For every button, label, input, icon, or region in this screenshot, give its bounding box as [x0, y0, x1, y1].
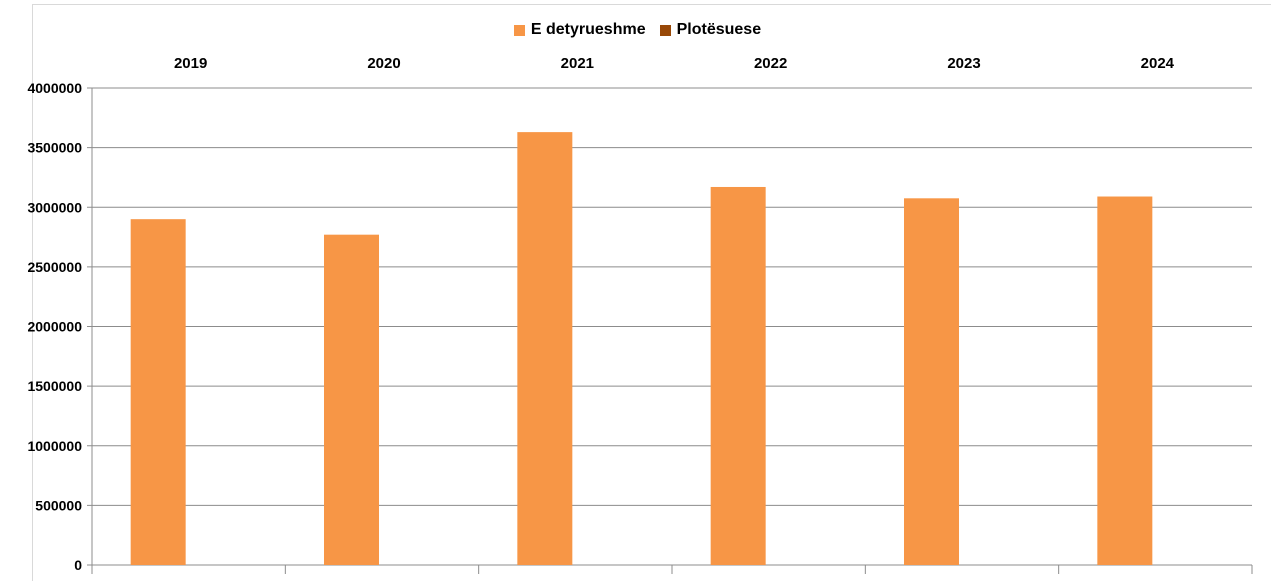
y-tick-label-1: 500000: [35, 497, 82, 513]
bar-2019-series-0: [130, 219, 186, 566]
legend-label-0: E detyrueshme: [530, 21, 646, 38]
legend-swatch-0: [513, 24, 525, 36]
bar-2020-series-0: [324, 234, 379, 566]
category-label-3: 2022: [754, 55, 787, 72]
y-tick-label-5: 2500000: [27, 259, 82, 275]
y-tick-label-4: 2000000: [27, 319, 82, 335]
bar-2021-series-0: [517, 132, 573, 565]
category-label-5: 2024: [1141, 55, 1175, 72]
category-label-1: 2020: [367, 55, 400, 72]
y-tick-label-7: 3500000: [27, 140, 82, 156]
legend-swatch-1: [659, 24, 671, 36]
legend-item-1: Plotësuese: [659, 21, 762, 39]
y-tick-label-8: 4000000: [27, 80, 82, 96]
bar-2022-series-0: [710, 186, 766, 566]
bar-2024-series-0: [1097, 196, 1153, 565]
legend: E detyrueshme Plotësuese: [0, 21, 1275, 39]
y-tick-label-0: 0: [74, 557, 82, 573]
y-tick-label-6: 3000000: [27, 199, 82, 215]
legend-item-0: E detyrueshme: [513, 21, 646, 39]
category-label-4: 2023: [947, 55, 980, 72]
chart-border: [32, 4, 1271, 581]
y-tick-label-3: 1500000: [27, 378, 82, 394]
y-tick-label-2: 1000000: [27, 438, 82, 454]
legend-label-1: Plotësuese: [676, 21, 762, 38]
bar-2023-series-0: [904, 198, 959, 565]
category-label-2: 2021: [561, 55, 594, 72]
category-label-0: 2019: [174, 55, 207, 72]
